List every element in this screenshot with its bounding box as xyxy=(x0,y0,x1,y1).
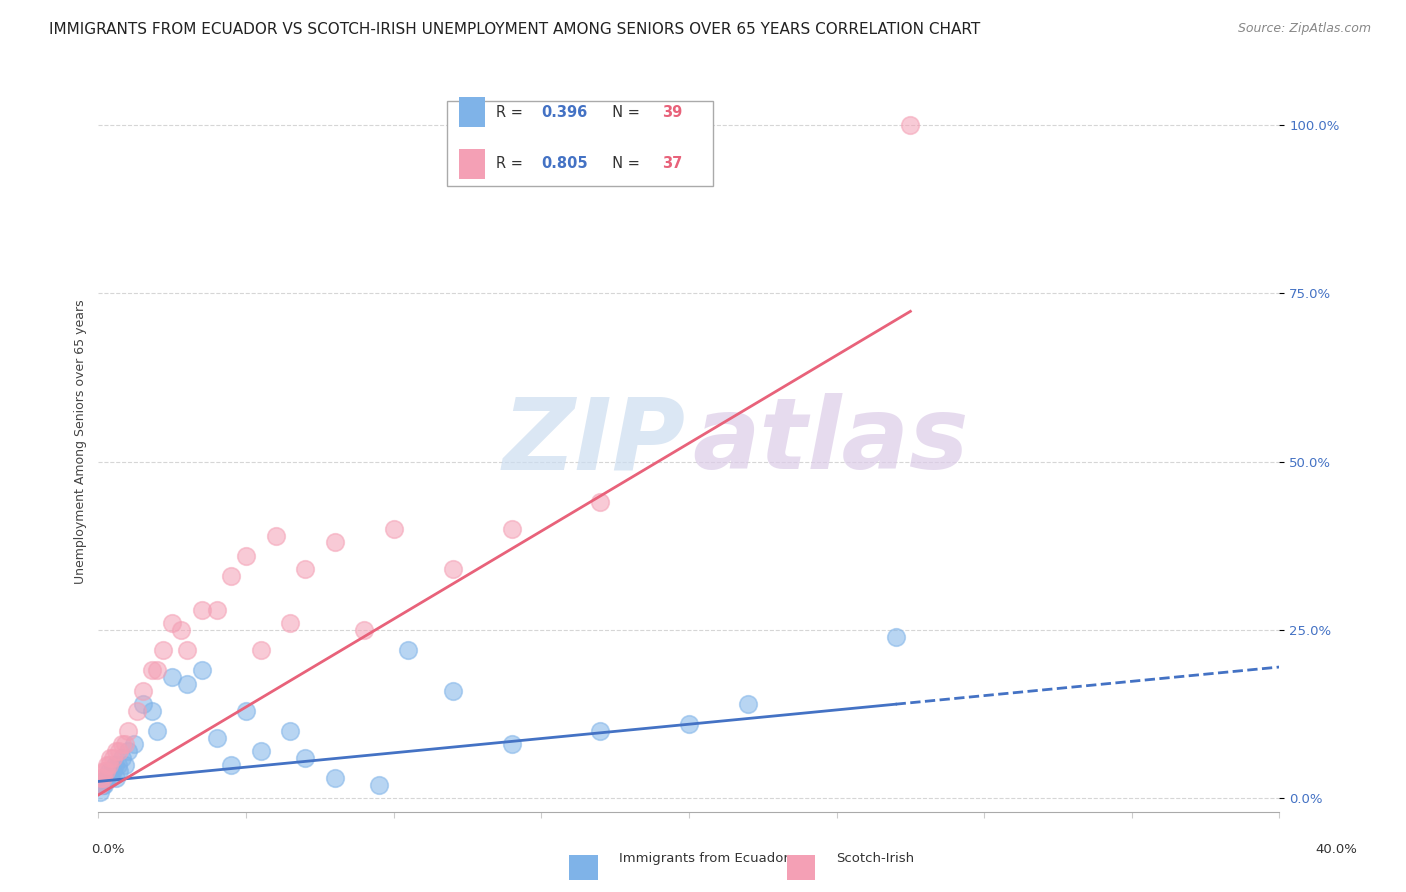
Text: 40.0%: 40.0% xyxy=(1315,843,1357,856)
Point xyxy=(280,723,302,738)
Point xyxy=(105,744,128,758)
Point xyxy=(176,677,198,691)
Y-axis label: Unemployment Among Seniors over 65 years: Unemployment Among Seniors over 65 years xyxy=(75,299,87,584)
FancyBboxPatch shape xyxy=(447,101,713,186)
Point xyxy=(501,738,523,752)
Point xyxy=(97,757,120,772)
Point xyxy=(93,778,115,792)
Point xyxy=(235,704,257,718)
Point xyxy=(117,723,139,738)
Point xyxy=(114,738,136,752)
Point xyxy=(103,764,125,779)
Point xyxy=(280,616,302,631)
Point xyxy=(89,784,111,798)
Point xyxy=(125,704,148,718)
Point xyxy=(176,643,198,657)
Point xyxy=(146,664,169,678)
Point xyxy=(108,764,131,779)
Point xyxy=(205,731,228,745)
Point xyxy=(90,771,112,785)
Point xyxy=(205,603,228,617)
Point xyxy=(98,751,121,765)
Point xyxy=(117,744,139,758)
Point xyxy=(382,522,405,536)
Text: R =: R = xyxy=(496,104,527,120)
Point xyxy=(122,738,145,752)
Point xyxy=(97,764,120,779)
Point xyxy=(678,717,700,731)
Point xyxy=(264,529,287,543)
Point xyxy=(94,764,117,779)
Point xyxy=(221,569,243,583)
Text: ZIP: ZIP xyxy=(502,393,685,490)
Point xyxy=(96,771,118,785)
Text: 0.396: 0.396 xyxy=(541,104,588,120)
Point xyxy=(108,744,131,758)
Point xyxy=(323,535,346,549)
Text: Source: ZipAtlas.com: Source: ZipAtlas.com xyxy=(1237,22,1371,36)
Point xyxy=(501,522,523,536)
Text: N =: N = xyxy=(603,156,644,171)
Point xyxy=(221,757,243,772)
Point xyxy=(441,562,464,576)
Point xyxy=(90,778,112,792)
Point xyxy=(146,723,169,738)
Point xyxy=(152,643,174,657)
Point xyxy=(398,643,420,657)
Text: 0.805: 0.805 xyxy=(541,156,588,171)
Point xyxy=(589,495,612,509)
Point xyxy=(141,704,163,718)
Point xyxy=(737,697,759,711)
Point xyxy=(191,603,214,617)
Point xyxy=(250,643,273,657)
Point xyxy=(89,778,111,792)
Point xyxy=(191,664,214,678)
Point xyxy=(105,771,128,785)
Point xyxy=(884,630,907,644)
Point xyxy=(104,757,127,772)
Point xyxy=(441,683,464,698)
Point xyxy=(353,623,375,637)
Text: Scotch-Irish: Scotch-Irish xyxy=(837,852,915,864)
Bar xyxy=(458,97,485,127)
Text: atlas: atlas xyxy=(693,393,969,490)
Text: 0.0%: 0.0% xyxy=(91,843,125,856)
Point xyxy=(98,771,121,785)
Point xyxy=(103,751,125,765)
Text: IMMIGRANTS FROM ECUADOR VS SCOTCH-IRISH UNEMPLOYMENT AMONG SENIORS OVER 65 YEARS: IMMIGRANTS FROM ECUADOR VS SCOTCH-IRISH … xyxy=(49,22,980,37)
Point xyxy=(132,683,155,698)
Point xyxy=(141,664,163,678)
Point xyxy=(294,562,316,576)
Point xyxy=(91,771,114,785)
Point xyxy=(91,778,114,792)
Point xyxy=(107,757,129,772)
Point xyxy=(111,738,134,752)
Point xyxy=(96,757,118,772)
Point xyxy=(900,118,922,132)
Point xyxy=(100,764,122,779)
Point xyxy=(589,723,612,738)
Point xyxy=(114,757,136,772)
Point xyxy=(235,549,257,563)
Text: R =: R = xyxy=(496,156,527,171)
Point xyxy=(323,771,346,785)
Point xyxy=(294,751,316,765)
Point xyxy=(250,744,273,758)
Text: 39: 39 xyxy=(662,104,682,120)
Point xyxy=(93,764,115,779)
Point xyxy=(162,670,183,684)
Point xyxy=(162,616,183,631)
Point xyxy=(170,623,193,637)
Bar xyxy=(458,149,485,178)
Text: N =: N = xyxy=(603,104,644,120)
Text: 37: 37 xyxy=(662,156,682,171)
Text: Immigrants from Ecuador: Immigrants from Ecuador xyxy=(619,852,789,864)
Point xyxy=(132,697,155,711)
Point xyxy=(94,771,117,785)
Point xyxy=(111,751,134,765)
Point xyxy=(368,778,391,792)
